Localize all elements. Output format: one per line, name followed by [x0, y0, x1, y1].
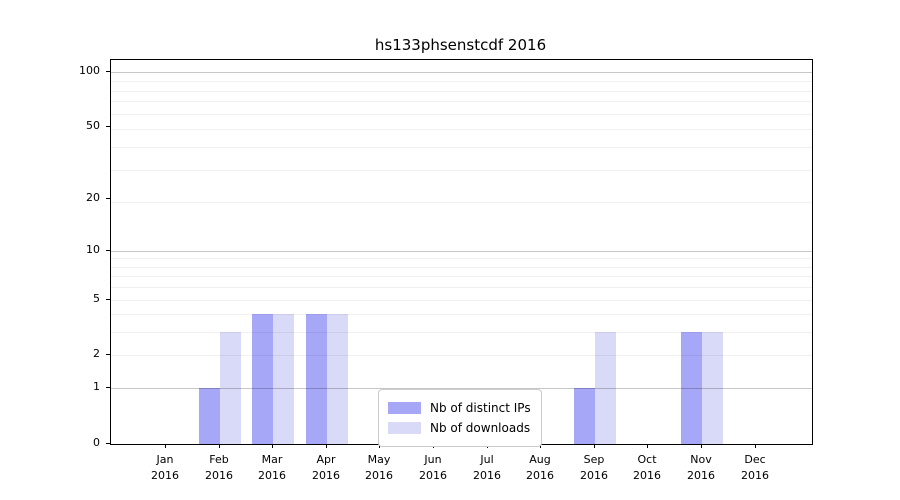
bar-downloads-nov: [702, 332, 723, 444]
gridline: [111, 388, 812, 389]
legend-label-distinct-ips: Nb of distinct IPs: [430, 401, 531, 415]
bar-distinct-ips-nov: [681, 332, 702, 444]
x-tick-label: Jun 2016: [419, 453, 447, 482]
y-tick-label: 1: [93, 380, 100, 393]
y-tick-label: 2: [93, 347, 100, 360]
gridline: [111, 129, 812, 130]
x-tick-mark: [647, 444, 648, 448]
y-tick-mark: [106, 250, 110, 251]
x-tick-mark: [755, 444, 756, 448]
gridline: [111, 287, 812, 288]
gridline: [111, 170, 812, 171]
bar-downloads-feb: [219, 332, 241, 444]
x-tick-mark: [326, 444, 327, 448]
y-tick-mark: [106, 354, 110, 355]
x-tick-label: Sep 2016: [580, 453, 608, 482]
plot-area: Nb of distinct IPs Nb of downloads: [110, 59, 813, 447]
y-tick-label: 100: [79, 64, 100, 77]
x-tick-mark: [165, 444, 166, 448]
x-tick-label: Dec 2016: [741, 453, 769, 482]
y-tick-label: 0: [93, 436, 100, 449]
y-tick-label: 20: [86, 191, 100, 204]
gridline: [111, 101, 812, 102]
x-tick-label: Feb 2016: [205, 453, 233, 482]
chart-title: hs133phsenstcdf 2016: [374, 36, 547, 54]
y-tick-mark: [106, 71, 110, 72]
gridline: [111, 114, 812, 115]
bar-distinct-ips-feb: [198, 388, 220, 444]
gridline: [111, 300, 812, 301]
gridline: [111, 332, 812, 333]
legend-item-downloads: Nb of downloads: [388, 419, 531, 437]
gridline: [111, 355, 812, 356]
x-tick-label: Apr 2016: [312, 453, 340, 482]
y-tick-mark: [106, 299, 110, 300]
legend-swatch-distinct-ips: [388, 402, 421, 414]
legend: Nb of distinct IPs Nb of downloads: [378, 389, 542, 447]
gridline: [111, 72, 812, 73]
y-tick-label: 5: [93, 292, 100, 305]
x-tick-label: Jul 2016: [473, 453, 501, 482]
gridline: [111, 91, 812, 92]
bar-downloads-apr: [326, 314, 348, 444]
bar-distinct-ips-mar: [252, 314, 274, 444]
x-tick-mark: [594, 444, 595, 448]
x-tick-mark: [272, 444, 273, 448]
y-tick-label: 10: [86, 243, 100, 256]
gridline: [111, 314, 812, 315]
gridline: [111, 147, 812, 148]
y-tick-mark: [106, 387, 110, 388]
bar-downloads-mar: [273, 314, 295, 444]
x-tick-label: May 2016: [365, 453, 393, 482]
gridline: [111, 81, 812, 82]
y-tick-mark: [106, 126, 110, 127]
bar-distinct-ips-sep: [573, 388, 595, 444]
bar-distinct-ips-apr: [305, 314, 327, 444]
x-tick-label: Aug 2016: [526, 453, 554, 482]
gridline: [111, 202, 812, 203]
gridline: [111, 267, 812, 268]
x-tick-mark: [701, 444, 702, 448]
x-tick-mark: [219, 444, 220, 448]
x-tick-label: Nov 2016: [687, 453, 715, 482]
bar-downloads-sep: [594, 332, 616, 444]
legend-label-downloads: Nb of downloads: [430, 421, 531, 435]
x-tick-label: Mar 2016: [258, 453, 286, 482]
gridline: [111, 276, 812, 277]
x-tick-label: Oct 2016: [633, 453, 661, 482]
legend-item-distinct-ips: Nb of distinct IPs: [388, 399, 531, 417]
legend-swatch-downloads: [388, 422, 421, 434]
gridline: [111, 258, 812, 259]
y-tick-label: 50: [86, 119, 100, 132]
y-tick-mark: [106, 198, 110, 199]
y-tick-mark: [106, 443, 110, 444]
x-tick-label: Jan 2016: [151, 453, 179, 482]
gridline: [111, 251, 812, 252]
